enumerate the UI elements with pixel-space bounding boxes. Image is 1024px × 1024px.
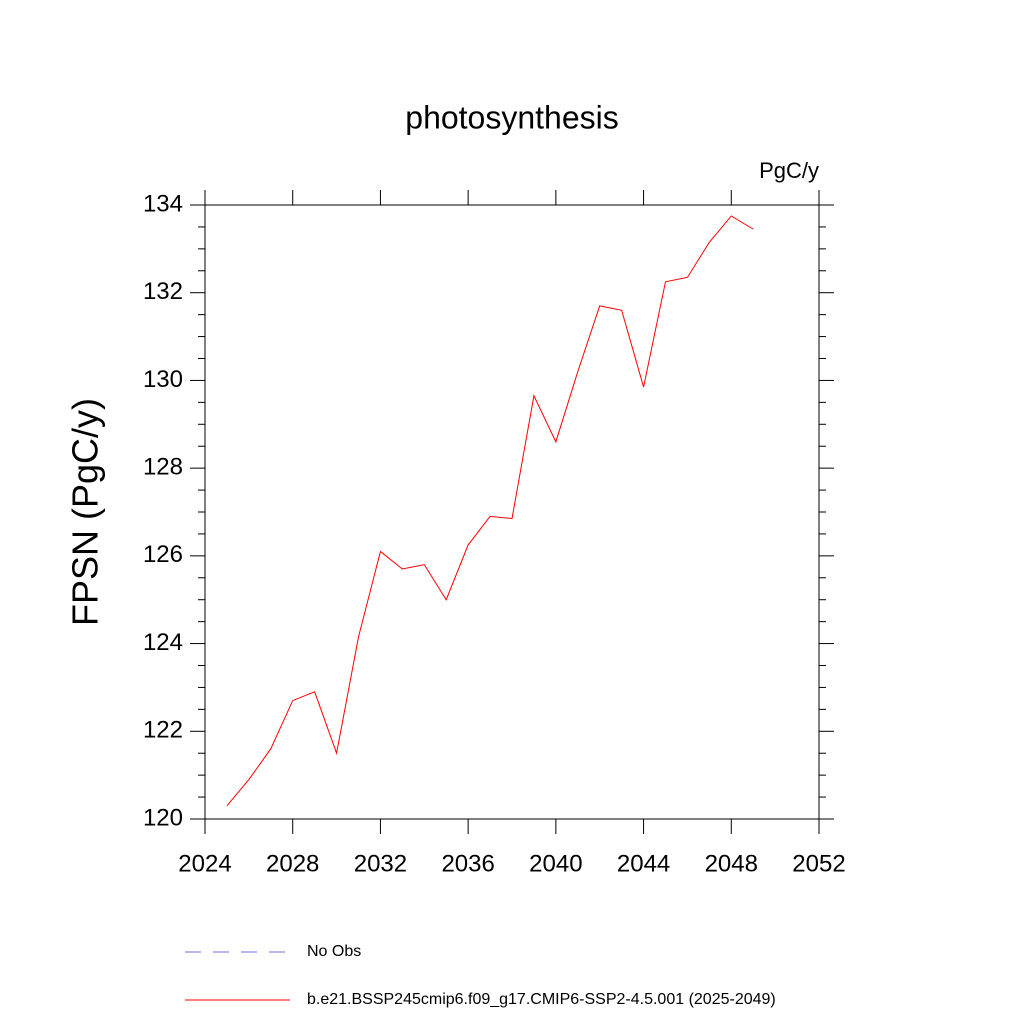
x-tick-label: 2028 — [266, 850, 319, 877]
legend-label: b.e21.BSSP245cmip6.f09_g17.CMIP6-SSP2-4.… — [307, 991, 776, 1008]
y-tick-label: 130 — [143, 366, 183, 393]
chart-title: photosynthesis — [405, 99, 618, 135]
plot-frame — [204, 204, 820, 820]
y-tick-label: 134 — [143, 190, 183, 217]
x-tick-label: 2024 — [178, 850, 231, 877]
y-tick-label: 126 — [143, 541, 183, 568]
x-tick-label: 2032 — [354, 850, 407, 877]
y-axis-label: FPSN (PgC/y) — [65, 398, 106, 626]
x-tick-label: 2044 — [617, 850, 670, 877]
y-tick-label: 132 — [143, 278, 183, 305]
x-tick-label: 2048 — [705, 850, 758, 877]
x-tick-label: 2052 — [792, 850, 845, 877]
x-tick-label: 2036 — [441, 850, 494, 877]
units-label: PgC/y — [759, 158, 819, 183]
y-tick-label: 122 — [143, 717, 183, 744]
y-tick-label: 120 — [143, 804, 183, 831]
data-line — [226, 215, 754, 807]
y-tick-label: 124 — [143, 629, 183, 656]
legend-label: No Obs — [307, 943, 361, 960]
x-tick-label: 2040 — [529, 850, 582, 877]
y-tick-label: 128 — [143, 453, 183, 480]
